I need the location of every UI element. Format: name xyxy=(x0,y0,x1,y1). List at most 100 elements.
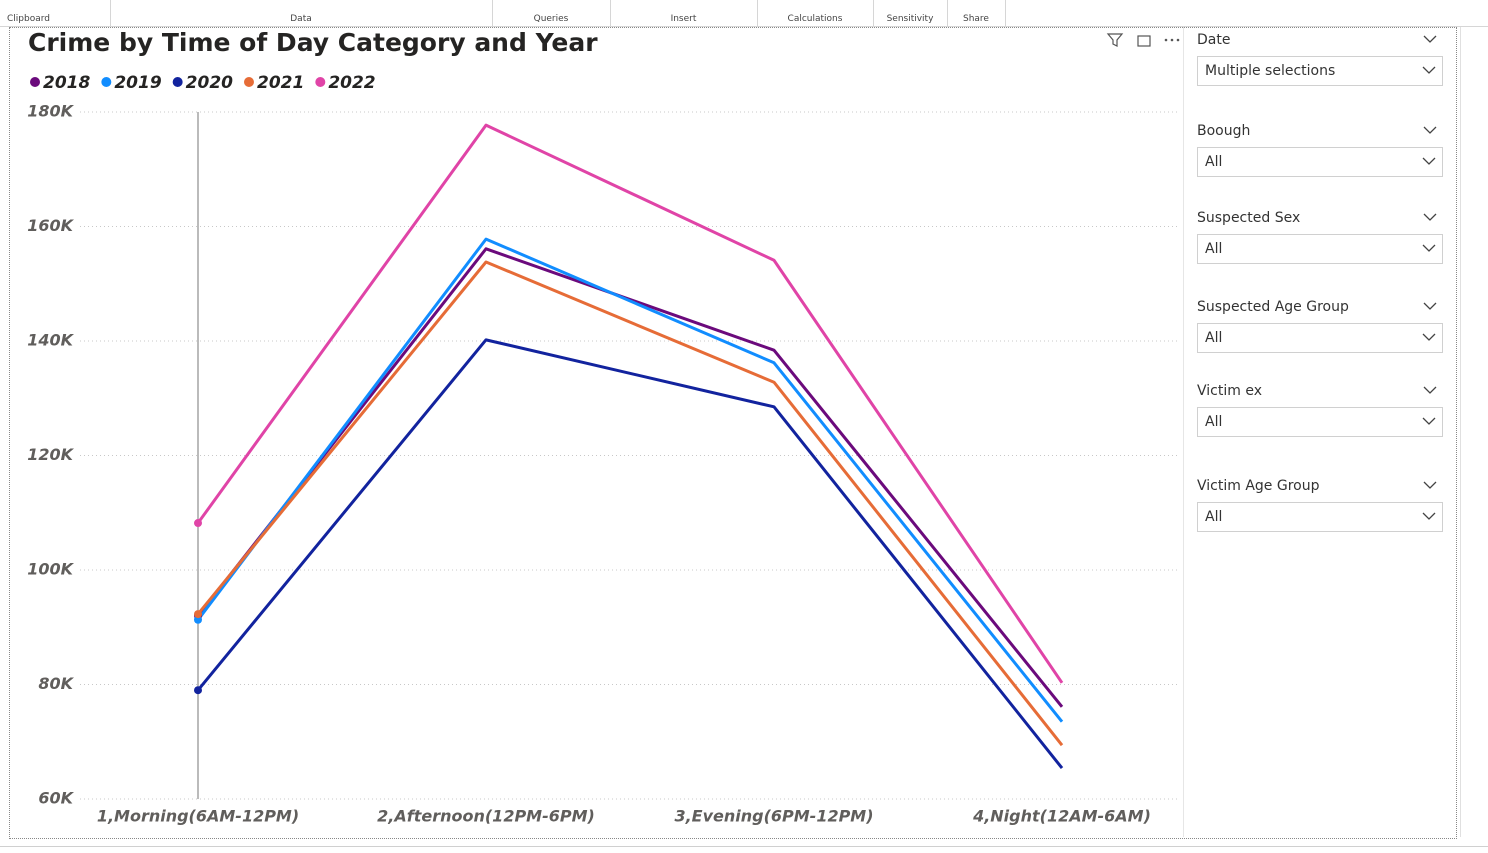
chart-title: Crime by Time of Day Category and Year xyxy=(28,28,598,57)
more-options[interactable] xyxy=(1164,38,1180,42)
ribbon-group-label: Clipboard xyxy=(7,14,50,24)
ribbon-group-label: Calculations xyxy=(787,14,843,24)
slicer: Suspected Age Group All xyxy=(1197,297,1443,353)
slicer-header[interactable]: Suspected Age Group xyxy=(1197,297,1443,317)
chevron xyxy=(1423,386,1437,394)
legend-item[interactable]: 2021 xyxy=(243,73,304,93)
chevron xyxy=(1422,333,1436,341)
x-tick-label: 2,Afternoon(12PM-6PM) xyxy=(377,807,595,826)
chevron xyxy=(1423,302,1437,310)
ribbon-separator xyxy=(1005,0,1006,26)
ribbon-group-label: Share xyxy=(963,14,989,24)
slicer-value: All xyxy=(1205,241,1223,257)
slicer-dropdown[interactable]: All xyxy=(1197,407,1443,437)
legend-marker xyxy=(30,77,40,87)
slicer-value: All xyxy=(1205,154,1223,170)
slicer: Victim ex All xyxy=(1197,381,1443,437)
legend-marker xyxy=(172,77,183,87)
slicer-dropdown[interactable]: All xyxy=(1197,323,1443,353)
slicer: Suspected Sex All xyxy=(1197,208,1443,264)
slicer-header[interactable]: Date xyxy=(1197,30,1443,50)
slicer-title: Victim ex xyxy=(1197,383,1262,399)
ribbon-separator xyxy=(110,0,111,26)
filter-icon[interactable] xyxy=(1106,33,1124,47)
y-tick-label: 100K xyxy=(27,560,74,579)
chevron xyxy=(1422,417,1436,425)
data-point xyxy=(194,615,202,624)
slicer-value: All xyxy=(1205,509,1223,525)
legend-label: 2019 xyxy=(114,73,161,93)
slicer-dropdown[interactable]: All xyxy=(1197,502,1443,532)
legend-marker xyxy=(101,77,112,87)
series-line xyxy=(196,123,1064,684)
slicer-dropdown[interactable]: All xyxy=(1197,147,1443,177)
ribbon-group-label: Insert xyxy=(670,14,697,24)
slicer-title: Suspected Sex xyxy=(1197,210,1301,226)
slicer-header[interactable]: Victim Age Group xyxy=(1197,476,1443,496)
chevron xyxy=(1423,35,1437,43)
page-tabs-bar xyxy=(0,846,1488,853)
chevron xyxy=(1422,512,1436,520)
visual-header-icons[interactable] xyxy=(1106,33,1180,47)
chevron xyxy=(1422,66,1436,74)
legend-item[interactable]: 2018 xyxy=(30,73,90,93)
y-tick-label: 60K xyxy=(38,789,74,808)
ribbon-separator xyxy=(492,0,493,26)
y-tick-label: 160K xyxy=(27,216,74,235)
report-canvas: Crime by Time of Day Category and Year 6… xyxy=(9,27,1457,839)
slicer: Date Multiple selections xyxy=(1197,30,1443,86)
slicer-value: All xyxy=(1205,330,1223,346)
y-tick-label: 120K xyxy=(27,445,74,464)
slicer-dropdown[interactable]: Multiple selections xyxy=(1197,56,1443,86)
ribbon-group-label: Sensitivity xyxy=(886,14,934,24)
chevron xyxy=(1422,157,1436,165)
ribbon-group-label: Data xyxy=(290,14,312,24)
ribbon-separator xyxy=(947,0,948,26)
legend-marker xyxy=(243,77,254,87)
chart: Crime by Time of Day Category and Year 6… xyxy=(27,28,1180,826)
ribbon-separator xyxy=(873,0,874,26)
legend-label: 2020 xyxy=(186,73,233,93)
y-tick-label: 180K xyxy=(27,102,74,121)
legend-label: 2021 xyxy=(257,73,304,93)
series-line xyxy=(196,260,1064,747)
slicer-header[interactable]: Suspected Sex xyxy=(1197,208,1443,228)
ribbon-separator xyxy=(610,0,611,26)
slicer: Victim Age Group All xyxy=(1197,476,1443,532)
ribbon: Clipboard Data Queries Insert Calculations Se… xyxy=(0,0,1488,27)
filters-pane[interactable] xyxy=(1460,27,1488,837)
slicer-title: Date xyxy=(1197,32,1231,48)
data-point xyxy=(194,519,202,528)
slicer-panel: Date Multiple selections Boough All Suspecte… xyxy=(1183,27,1456,837)
legend-label: 2018 xyxy=(43,73,90,93)
ribbon-group-label: Queries xyxy=(533,14,569,24)
legend-item[interactable]: 2020 xyxy=(172,73,233,93)
slicer-title: Boough xyxy=(1197,123,1251,139)
y-tick-label: 80K xyxy=(38,674,74,693)
data-point xyxy=(194,686,202,695)
legend-label: 2022 xyxy=(328,73,375,93)
slicer: Boough All xyxy=(1197,121,1443,177)
slicer-dropdown[interactable]: All xyxy=(1197,234,1443,264)
series-line xyxy=(196,338,1064,770)
x-tick-label: 1,Morning(6AM-12PM) xyxy=(97,807,299,826)
series-line xyxy=(196,247,1064,708)
chevron xyxy=(1422,244,1436,252)
slicer-value: All xyxy=(1205,414,1223,430)
slicer-value: Multiple selections xyxy=(1205,63,1336,79)
ribbon-separator xyxy=(757,0,758,26)
data-point xyxy=(194,610,202,619)
x-tick-label: 3,Evening(6PM-12PM) xyxy=(674,807,873,826)
focus-icon[interactable] xyxy=(1137,35,1151,47)
legend-item[interactable]: 2022 xyxy=(315,73,376,93)
slicer-title: Victim Age Group xyxy=(1197,478,1320,494)
slicer-header[interactable]: Boough xyxy=(1197,121,1443,141)
slicer-header[interactable]: Victim ex xyxy=(1197,381,1443,401)
legend-item[interactable]: 2019 xyxy=(101,73,162,93)
chevron xyxy=(1423,481,1437,489)
y-tick-label: 140K xyxy=(27,331,74,350)
chevron xyxy=(1423,213,1437,221)
series-line xyxy=(196,237,1064,723)
x-tick-label: 4,Night(12AM-6AM) xyxy=(972,807,1151,826)
